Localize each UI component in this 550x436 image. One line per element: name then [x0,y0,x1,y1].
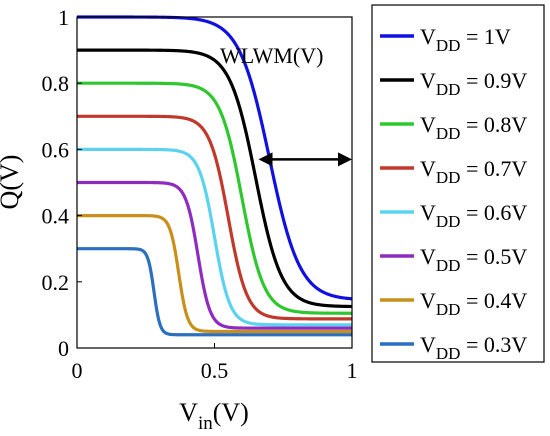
legend-item: VDD = 0.8V [380,112,527,143]
legend-label-tail: = 0.8V [460,112,527,137]
legend-label-sub: DD [436,36,461,55]
legend-label: VDD = 0.5V [420,244,527,275]
series-line-vdd-0p9 [76,48,353,309]
x-tick-label-2: 1 [347,358,358,383]
y-tick-label-0: 0 [58,336,69,361]
axis-ticks: 0 0.2 0.4 0.6 0.8 1 0 0.5 1 [42,5,358,383]
y-tick-label-2: 0.4 [42,204,70,229]
x-axis-label-tail: (V) [213,398,249,427]
series-line-vdd-0p3 [76,247,353,337]
legend-item: VDD = 0.7V [380,156,527,187]
y-tick-label-3: 0.6 [42,137,70,162]
legend-item: VDD = 0.6V [380,200,527,231]
y-tick-label-4: 0.8 [42,71,70,96]
legend-label-sub: DD [436,300,461,319]
legend-label-main: V [420,332,436,357]
legend-label: VDD = 1V [420,24,511,55]
legend-label-sub: DD [436,256,461,275]
legend-item: VDD = 0.9V [380,68,527,99]
legend-label: VDD = 0.4V [420,288,527,319]
legend-label-sub: DD [436,124,461,143]
series-line-vdd-0p5 [76,180,353,330]
y-tick-label-5: 1 [58,5,69,30]
plot-lines [76,15,353,337]
series-line-vdd-0p4 [76,214,353,334]
legend-label: VDD = 0.7V [420,156,527,187]
legend-item: VDD = 0.3V [380,332,527,363]
legend-label-main: V [420,200,436,225]
series-line-vdd-0p7 [76,114,353,321]
legend-label-tail: = 1V [460,24,510,49]
arrow-head-left [258,152,273,167]
series-line-vdd-0p8 [76,81,353,315]
legend-label-tail: = 0.9V [460,68,527,93]
x-tick-label-1: 0.5 [201,358,229,383]
legend-label: VDD = 0.6V [420,200,527,231]
legend-item: VDD = 1V [380,24,511,55]
legend-label-tail: = 0.6V [460,200,527,225]
legend-label-sub: DD [436,212,461,231]
legend-label-sub: DD [436,80,461,99]
legend-label-main: V [420,68,436,93]
legend-label-sub: DD [436,344,461,363]
legend-label-tail: = 0.4V [460,288,527,313]
y-tick-label-1: 0.2 [42,270,70,295]
legend-label: VDD = 0.9V [420,68,527,99]
legend-item: VDD = 0.4V [380,288,527,319]
legend-label-main: V [420,156,436,181]
annotation-text: WLWM(V) [220,43,323,68]
legend-label: VDD = 0.8V [420,112,527,143]
legend-label-main: V [420,112,436,137]
x-axis-label-sub: in [198,413,213,434]
y-axis-label: Q(V) [0,155,24,210]
legend-label-main: V [420,288,436,313]
legend-label-sub: DD [436,168,461,187]
wlwm-annotation: WLWM(V) [220,43,352,167]
legend-item: VDD = 0.5V [380,244,527,275]
legend-label-tail: = 0.5V [460,244,527,269]
legend-label-tail: = 0.3V [460,332,527,357]
x-tick-label-0: 0 [72,358,83,383]
legend-box [371,4,545,363]
legend-label-tail: = 0.7V [460,156,527,181]
legend-label-main: V [420,24,436,49]
legend-label: VDD = 0.3V [420,332,527,363]
arrow-head-right [338,152,352,167]
x-axis-label-main: V [179,398,198,427]
legend-label-main: V [420,244,436,269]
x-axis-label: Vin(V) [179,398,249,434]
series-line-vdd-0p6 [76,147,353,327]
